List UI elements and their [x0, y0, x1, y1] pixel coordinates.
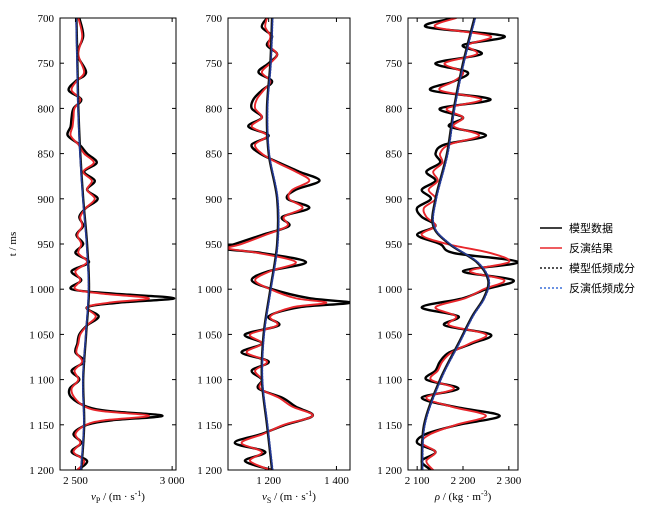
y-axis-label: t / ms [7, 232, 19, 256]
series-group [228, 18, 350, 470]
y-tick-label: 1 000 [377, 284, 402, 296]
y-tick-label: 850 [206, 149, 223, 161]
vp-inversion-low-line [75, 18, 90, 470]
y-tick-label: 850 [386, 149, 403, 161]
y-tick-label: 900 [38, 194, 55, 206]
y-tick-label: 850 [38, 149, 55, 161]
series-group [415, 18, 518, 470]
y-tick-label: 950 [386, 239, 403, 251]
vp-inversion-line [69, 18, 150, 470]
vs-inversion-low-line [261, 18, 280, 470]
y-tick-label: 750 [38, 58, 55, 70]
x-axis-label: vP / (m · s-1) [91, 489, 145, 505]
y-tick-label: 1 050 [377, 329, 402, 341]
x-axis-label: ρ / (kg · m-3) [434, 489, 492, 503]
x-tick-label: 2 200 [451, 475, 476, 487]
rho-model-low-line [420, 18, 490, 470]
y-tick-label: 700 [38, 13, 55, 25]
y-tick-label: 1 050 [197, 329, 222, 341]
y-tick-label: 700 [206, 13, 223, 25]
y-tick-label: 1 150 [377, 420, 402, 432]
y-tick-label: 1 200 [29, 465, 54, 477]
y-tick-label: 1 200 [197, 465, 222, 477]
legend-label-model-low: 模型低频成分 [569, 261, 635, 275]
y-tick-label: 950 [38, 239, 55, 251]
rho-inversion-line [420, 18, 511, 470]
density-panel: 700 750 800 850 900 950 1 000 1 050 1 100 1 150 1 … [377, 13, 521, 503]
x-tick-label: 2 300 [496, 475, 521, 487]
y-tick-label: 800 [206, 103, 223, 115]
y-tick-label: 1 100 [197, 375, 222, 387]
vs-panel: 700 750 800 850 900 950 1 000 1 050 1 100 1 150 1 … [197, 13, 351, 505]
series-group [66, 18, 176, 470]
y-tick-label: 1 100 [377, 375, 402, 387]
y-tick-label: 950 [206, 239, 223, 251]
rho-inversion-low-line [421, 18, 491, 470]
plot-frame [407, 17, 519, 471]
y-tick-label: 1 100 [29, 375, 54, 387]
x-tick-label: 1 200 [256, 475, 281, 487]
legend-label-model: 模型数据 [569, 221, 613, 235]
y-tick-label: 1 150 [29, 420, 54, 432]
x-tick-label: 2 500 [63, 475, 88, 487]
y-tick-label: 900 [386, 194, 403, 206]
y-tick-label: 700 [386, 13, 403, 25]
y-tick-label: 1 000 [29, 284, 54, 296]
legend: 模型数据 反演结果 模型低频成分 反演低频成分 [540, 221, 635, 295]
y-tick-label: 1 150 [197, 420, 222, 432]
x-axis-label: vS / (m · s-1) [262, 489, 316, 505]
y-tick-label: 750 [206, 58, 223, 70]
y-tick-label: 750 [386, 58, 403, 70]
x-tick-label: 2 100 [405, 475, 430, 487]
vp-panel: 700 750 800 850 900 950 1 000 1 050 1 100 1 150 1 … [29, 13, 185, 505]
y-tick-label: 1 050 [29, 329, 54, 341]
x-tick-label: 1 400 [324, 475, 349, 487]
vs-inversion-line [228, 18, 328, 470]
y-tick-label: 1 200 [377, 465, 402, 477]
y-tick-label: 900 [206, 194, 223, 206]
x-tick-label: 3 000 [160, 475, 185, 487]
legend-label-inversion-low: 反演低频成分 [569, 281, 635, 295]
y-tick-label: 800 [38, 103, 55, 115]
y-tick-label: 1 000 [197, 284, 222, 296]
y-tick-label: 800 [386, 103, 403, 115]
legend-label-inversion: 反演结果 [569, 241, 613, 255]
